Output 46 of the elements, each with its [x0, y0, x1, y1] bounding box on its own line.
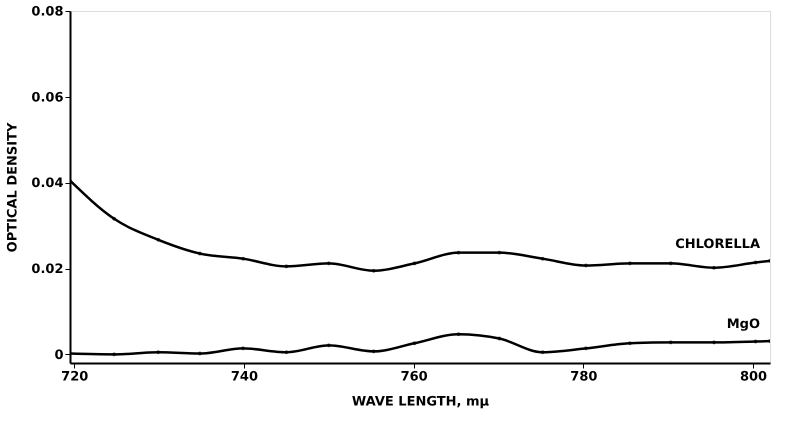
point — [668, 262, 673, 266]
point — [156, 238, 160, 242]
point — [456, 250, 460, 255]
point — [156, 350, 160, 354]
point — [112, 352, 116, 356]
x-tick-label: 780 — [570, 370, 598, 384]
point — [112, 216, 116, 221]
point — [198, 352, 202, 356]
series-label: MgO — [726, 317, 760, 332]
point — [198, 252, 202, 256]
x-tick-label: 800 — [740, 370, 768, 384]
x-axis-title: WAVE LENGTH, mμ — [352, 394, 490, 410]
x-tick-label: 740 — [230, 370, 258, 384]
point — [584, 264, 588, 268]
y-tick-label: 0.02 — [31, 262, 64, 278]
point — [284, 350, 288, 354]
point — [628, 262, 632, 266]
x-tick-label: 720 — [61, 370, 88, 384]
y-tick-label: 0.04 — [31, 176, 64, 192]
y-tick-label: 0.06 — [31, 90, 64, 106]
y-tick-label: 0 — [54, 348, 64, 363]
point — [497, 250, 502, 255]
point — [326, 344, 331, 348]
point — [668, 340, 673, 344]
point — [540, 256, 544, 261]
y-axis-title: OPTICAL DENSITY — [5, 122, 20, 252]
point — [284, 264, 288, 268]
point — [584, 346, 588, 350]
point — [456, 332, 460, 336]
point — [241, 346, 245, 350]
point — [412, 262, 416, 266]
y-tick-label: 0.08 — [31, 4, 64, 20]
series-label: CHLORELLA — [675, 236, 760, 252]
x-tick-label: 760 — [400, 370, 428, 384]
point — [712, 340, 716, 344]
point — [754, 260, 758, 264]
point — [372, 268, 376, 273]
point — [326, 262, 331, 266]
point — [372, 350, 376, 354]
point — [628, 341, 632, 346]
point — [412, 341, 416, 346]
point — [754, 340, 758, 344]
point — [540, 350, 544, 354]
point — [497, 336, 502, 340]
point — [241, 256, 245, 261]
point — [712, 266, 716, 270]
